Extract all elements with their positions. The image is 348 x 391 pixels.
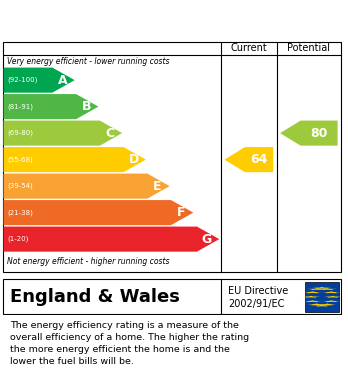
Text: Not energy efficient - higher running costs: Not energy efficient - higher running co…: [7, 257, 169, 266]
Polygon shape: [302, 296, 320, 298]
Text: EU Directive: EU Directive: [228, 286, 288, 296]
Polygon shape: [3, 147, 146, 172]
Text: D: D: [128, 153, 139, 166]
Text: E: E: [153, 179, 161, 193]
Polygon shape: [318, 303, 337, 305]
Text: 80: 80: [310, 127, 328, 140]
Polygon shape: [3, 120, 122, 146]
Text: England & Wales: England & Wales: [10, 288, 180, 306]
Polygon shape: [3, 226, 219, 252]
Text: Potential: Potential: [287, 43, 330, 53]
Text: 2002/91/EC: 2002/91/EC: [228, 299, 284, 308]
Text: (81-91): (81-91): [8, 103, 34, 110]
Text: A: A: [58, 74, 67, 87]
Polygon shape: [280, 120, 338, 146]
Text: (39-54): (39-54): [8, 183, 33, 189]
Text: F: F: [177, 206, 185, 219]
Text: Current: Current: [230, 43, 267, 53]
Text: (92-100): (92-100): [8, 77, 38, 83]
Text: B: B: [81, 100, 91, 113]
Polygon shape: [318, 288, 337, 290]
Polygon shape: [303, 291, 322, 293]
Polygon shape: [313, 287, 331, 289]
Polygon shape: [3, 200, 193, 225]
Polygon shape: [3, 174, 169, 199]
Text: G: G: [202, 233, 212, 246]
Polygon shape: [322, 300, 341, 302]
Polygon shape: [322, 291, 341, 293]
Text: The energy efficiency rating is a measure of the
overall efficiency of a home. T: The energy efficiency rating is a measur…: [10, 321, 250, 366]
Polygon shape: [303, 300, 322, 302]
Text: (55-68): (55-68): [8, 156, 33, 163]
Polygon shape: [313, 305, 331, 307]
Polygon shape: [224, 147, 273, 172]
Text: Energy Efficiency Rating: Energy Efficiency Rating: [59, 9, 289, 27]
Bar: [305, 282, 339, 312]
Text: C: C: [105, 127, 114, 140]
Polygon shape: [307, 288, 326, 290]
Text: (21-38): (21-38): [8, 209, 33, 216]
Polygon shape: [3, 94, 98, 119]
Text: (1-20): (1-20): [8, 236, 29, 242]
Polygon shape: [307, 303, 326, 305]
Polygon shape: [324, 296, 342, 298]
Polygon shape: [3, 68, 75, 93]
Text: Very energy efficient - lower running costs: Very energy efficient - lower running co…: [7, 57, 169, 66]
Text: 64: 64: [250, 153, 268, 166]
Text: (69-80): (69-80): [8, 130, 34, 136]
